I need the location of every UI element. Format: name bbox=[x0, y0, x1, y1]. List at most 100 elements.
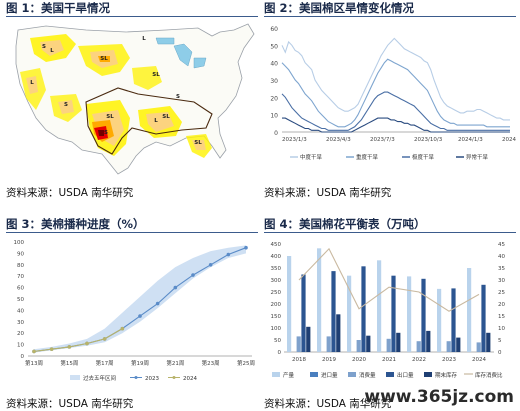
drought-label: SL bbox=[162, 114, 170, 120]
bar-5 bbox=[306, 326, 311, 352]
y-right-tick-label: 20 bbox=[498, 302, 505, 308]
figure-4-source: 资料来源：USDA 南华研究 bbox=[264, 398, 392, 410]
y-tick-label: 0 bbox=[274, 130, 278, 137]
bar-5 bbox=[486, 332, 491, 352]
y-right-tick-label: 35 bbox=[498, 266, 505, 272]
drought-d1-southeast bbox=[146, 112, 174, 132]
drought-label: SL bbox=[106, 114, 114, 120]
x-tick-label: 2023/1/3 bbox=[282, 137, 307, 143]
x-tick-label: 第25周 bbox=[237, 359, 255, 367]
drought-d2-plains bbox=[98, 56, 110, 62]
bar-3 bbox=[296, 336, 301, 352]
drought-label: SL bbox=[152, 72, 160, 78]
series-2024-point bbox=[32, 349, 36, 354]
legend-swatch bbox=[386, 372, 394, 377]
bar-3 bbox=[446, 341, 451, 352]
legend-marker-2024 bbox=[172, 376, 176, 379]
legend-swatch bbox=[424, 372, 432, 377]
drought-label: L bbox=[50, 48, 54, 54]
figure-4-title: 图 4：美国棉花平衡表（万吨） bbox=[264, 217, 426, 231]
bar-4 bbox=[451, 288, 456, 352]
drought-d1-west bbox=[26, 76, 38, 94]
bar-1 bbox=[377, 260, 382, 352]
drought-label: S bbox=[64, 102, 68, 108]
legend-label: 中度干旱 bbox=[300, 153, 323, 161]
y-tick-label: 50 bbox=[17, 297, 24, 303]
bar-5 bbox=[366, 335, 371, 352]
y-left-tick-label: 150 bbox=[271, 314, 282, 320]
bar-4 bbox=[421, 278, 426, 352]
cotton-belt-boundary bbox=[85, 87, 213, 155]
y-tick-label: 20 bbox=[270, 95, 278, 102]
bar-1 bbox=[437, 288, 442, 352]
series-2023-point bbox=[244, 245, 248, 250]
legend-label: 极度干旱 bbox=[412, 153, 435, 161]
y-tick-label: 100 bbox=[14, 240, 25, 246]
x-tick-label: 2024 bbox=[472, 357, 486, 363]
x-tick-label: 2020 bbox=[352, 357, 366, 363]
x-tick-label: 第19周 bbox=[131, 359, 149, 367]
x-tick-label: 2023/7/3 bbox=[370, 137, 395, 143]
series-2023-point bbox=[155, 301, 160, 306]
bar-4 bbox=[391, 275, 396, 352]
series-2024-point bbox=[85, 341, 89, 346]
y-right-tick-label: 15 bbox=[498, 314, 505, 320]
y-left-tick-label: 400 bbox=[271, 254, 282, 260]
legend-label: 异常干旱 bbox=[466, 153, 489, 161]
drought-label: L bbox=[154, 118, 158, 124]
series-line-2 bbox=[281, 58, 510, 128]
series-2024-point bbox=[102, 337, 107, 341]
series-line-4 bbox=[282, 117, 510, 133]
x-tick-label: 2023/4/3 bbox=[326, 137, 351, 143]
series-2024-line bbox=[33, 328, 123, 352]
bar-4 bbox=[301, 274, 306, 352]
y-tick-label: 40 bbox=[17, 308, 24, 314]
x-tick-label: 2019 bbox=[322, 357, 336, 363]
drought-label: S bbox=[104, 130, 108, 136]
bar-5 bbox=[456, 337, 461, 352]
bar-4 bbox=[331, 271, 336, 352]
bar-5 bbox=[426, 330, 431, 352]
drought-label: L bbox=[30, 80, 34, 86]
x-tick-label: 2018 bbox=[292, 357, 306, 363]
figure-3-title: 图 3：美棉播种进度（%） bbox=[6, 217, 145, 231]
x-tick-label: 第21周 bbox=[166, 359, 184, 367]
series-line-3 bbox=[281, 91, 510, 131]
legend-label: 2023 bbox=[145, 376, 159, 382]
y-tick-label: 40 bbox=[270, 61, 278, 68]
y-tick-label: 30 bbox=[270, 78, 278, 85]
x-tick-label: 2023 bbox=[442, 357, 456, 363]
figure-2-source: 资料来源：USDA 南华研究 bbox=[264, 187, 392, 199]
y-right-tick-label: 40 bbox=[498, 254, 505, 260]
y-left-tick-label: 350 bbox=[271, 266, 282, 272]
legend-swatch bbox=[272, 372, 280, 377]
y-left-tick-label: 450 bbox=[271, 242, 282, 248]
y-tick-label: 20 bbox=[17, 331, 24, 337]
planting-progress-chart: 0 10 20 30 40 50 60 70 80 90 100 第13周 第15周 第17周 第19周 第2… bbox=[14, 240, 256, 382]
legend-swatch bbox=[310, 372, 318, 377]
figure-3-rule bbox=[6, 232, 258, 233]
legend-label: 库存消费比 bbox=[475, 371, 503, 379]
y-tick-label: 50 bbox=[270, 43, 278, 50]
figure-3: 图 3：美棉播种进度（%） 0 10 20 30 40 50 60 70 80 90 100 第13周… bbox=[6, 216, 258, 410]
x-tick-label: 第15周 bbox=[60, 359, 78, 367]
series-2023-point bbox=[138, 314, 142, 318]
drought-d0-midwest bbox=[132, 66, 162, 90]
drought-d4-texas bbox=[98, 130, 104, 136]
legend-label: 期末库存 bbox=[435, 371, 458, 379]
drought-label: SL bbox=[194, 140, 202, 146]
watermark: www.365jz.com bbox=[364, 387, 514, 407]
drought-d1-southwest bbox=[58, 100, 74, 114]
y-right-tick-label: 25 bbox=[498, 290, 505, 296]
series-2024-point bbox=[120, 326, 125, 331]
y-right-tick-label: 45 bbox=[498, 242, 505, 248]
legend-label: 出口量 bbox=[397, 371, 414, 379]
bar-3 bbox=[356, 340, 361, 352]
y-left-tick-label: 300 bbox=[271, 278, 282, 284]
bar-1 bbox=[347, 275, 352, 352]
stock-use-ratio-line bbox=[298, 247, 480, 312]
y-tick-label: 60 bbox=[17, 286, 24, 292]
bar-1 bbox=[287, 256, 292, 352]
